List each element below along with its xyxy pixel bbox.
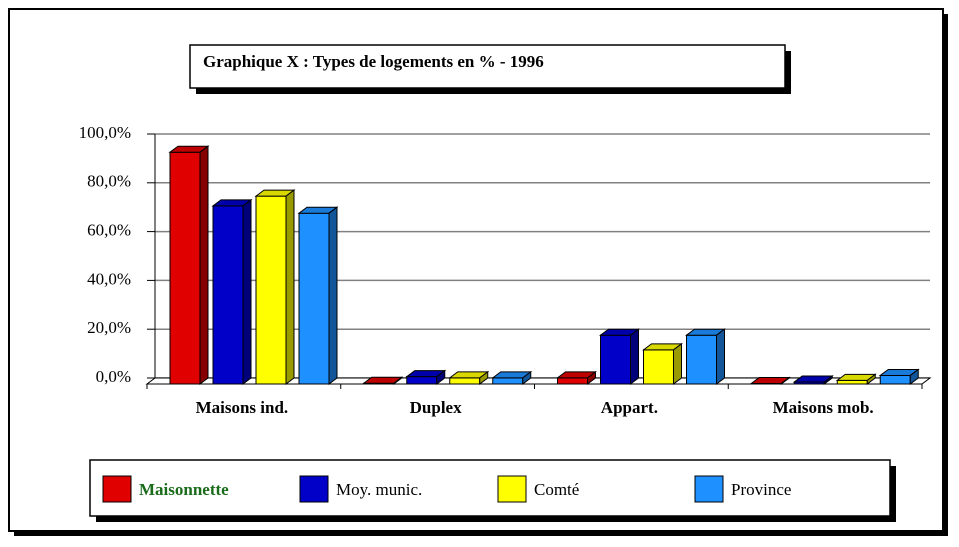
legend-swatch [695,476,723,502]
bar [256,196,286,384]
bar [493,378,523,384]
bar [450,378,480,384]
bar [687,335,717,384]
y-tick-label: 100,0% [79,123,131,142]
legend-label: Moy. munic. [336,480,422,499]
legend-swatch [300,476,328,502]
bar-side [200,146,208,384]
bar-side [631,329,639,384]
y-tick-label: 0,0% [96,367,131,386]
bar [299,213,329,384]
x-tick-label: Appart. [601,398,658,417]
bar [837,380,867,384]
legend-swatch [498,476,526,502]
y-tick-label: 60,0% [87,221,131,240]
bar-side [243,200,251,384]
bar-side [286,190,294,384]
bar [407,377,437,384]
legend-label: Comté [534,480,579,499]
bar [880,375,910,384]
bar-side [674,344,682,384]
bar [170,152,200,384]
x-tick-label: Maisons ind. [196,398,289,417]
chart-title: Graphique X : Types de logements en % - … [203,52,544,71]
bar [558,378,588,384]
x-tick-label: Maisons mob. [773,398,874,417]
x-tick-label: Duplex [410,398,462,417]
y-tick-label: 20,0% [87,318,131,337]
bar-side [329,207,337,384]
legend-label: Maisonnette [139,480,229,499]
legend-swatch [103,476,131,502]
bar-side [717,329,725,384]
bar [213,206,243,384]
bar [644,350,674,384]
y-tick-label: 40,0% [87,269,131,288]
y-tick-label: 80,0% [87,172,131,191]
bar [601,335,631,384]
legend-label: Province [731,480,791,499]
